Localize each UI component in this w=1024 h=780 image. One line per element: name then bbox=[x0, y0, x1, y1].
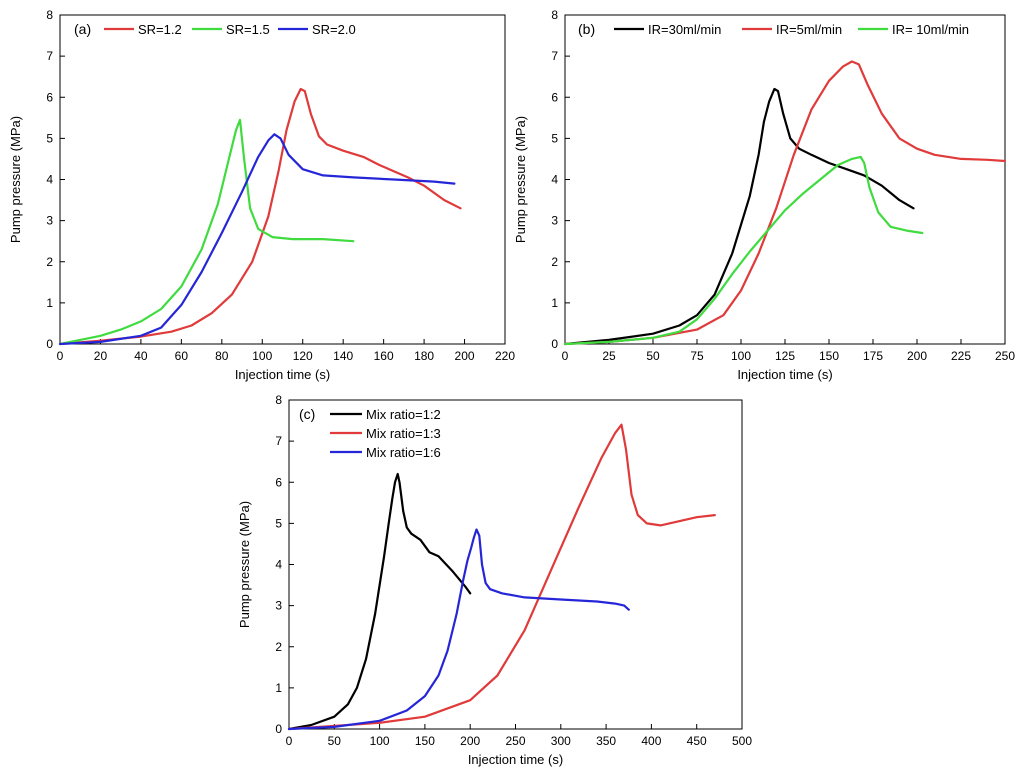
x-tick-label: 50 bbox=[646, 349, 660, 363]
x-tick-label: 100 bbox=[370, 734, 390, 748]
plot-frame bbox=[59, 14, 506, 345]
y-tick-label: 5 bbox=[551, 131, 558, 145]
legend-label-1: IR=30ml/min bbox=[648, 22, 721, 37]
x-tick-label: 40 bbox=[134, 349, 148, 363]
x-tick-label: 200 bbox=[907, 349, 927, 363]
x-tick-label: 100 bbox=[731, 349, 751, 363]
x-tick-label: 220 bbox=[495, 349, 515, 363]
y-tick-label: 0 bbox=[46, 337, 53, 351]
chart-panel-b: 0 25 50 75 100 125 150 175 200 225 250 0 1 2 3 4 5 6 7 8 Inj… bbox=[513, 8, 1015, 382]
x-tick-label: 400 bbox=[641, 734, 661, 748]
legend-label-2: SR=1.5 bbox=[226, 22, 270, 37]
y-tick-label: 3 bbox=[46, 214, 53, 228]
legend-label-2: IR=5ml/min bbox=[776, 22, 842, 37]
x-tick-label: 225 bbox=[951, 349, 971, 363]
y-tick-label: 7 bbox=[46, 49, 53, 63]
legend: SR=1.2 SR=1.5 SR=2.0 bbox=[104, 22, 356, 37]
legend-label-3: Mix ratio=1:6 bbox=[366, 445, 441, 460]
series-line-2 bbox=[287, 423, 716, 731]
x-tick-label: 160 bbox=[374, 349, 394, 363]
y-axis-title: Pump pressure (MPa) bbox=[513, 116, 528, 243]
y-tick-label: 6 bbox=[275, 475, 282, 489]
x-tick-label: 500 bbox=[732, 734, 752, 748]
y-tick-label: 3 bbox=[551, 214, 558, 228]
y-tick-label: 4 bbox=[46, 173, 53, 187]
x-tick-label: 60 bbox=[175, 349, 189, 363]
y-axis-title: Pump pressure (MPa) bbox=[237, 501, 252, 628]
y-tick-label: 1 bbox=[275, 681, 282, 695]
x-axis-title: Injection time (s) bbox=[235, 367, 330, 382]
y-tick-label: 8 bbox=[46, 8, 53, 22]
series-line-1 bbox=[563, 87, 915, 346]
x-axis-title: Injection time (s) bbox=[468, 752, 563, 767]
y-tick-label: 0 bbox=[551, 337, 558, 351]
series-line-3 bbox=[287, 528, 630, 731]
x-tick-label: 100 bbox=[252, 349, 272, 363]
legend-label-3: SR=2.0 bbox=[312, 22, 356, 37]
y-axis-title: Pump pressure (MPa) bbox=[8, 116, 23, 243]
y-tick-label: 8 bbox=[551, 8, 558, 22]
series-line-3 bbox=[563, 155, 924, 346]
panel-label: (a) bbox=[74, 21, 91, 37]
x-tick-label: 140 bbox=[333, 349, 353, 363]
y-tick-label: 1 bbox=[551, 296, 558, 310]
legend-label-1: SR=1.2 bbox=[138, 22, 182, 37]
y-tick-label: 5 bbox=[46, 131, 53, 145]
x-tick-label: 250 bbox=[505, 734, 525, 748]
y-tick-label: 4 bbox=[551, 173, 558, 187]
plot-frame bbox=[288, 399, 743, 730]
y-tick-label: 2 bbox=[275, 640, 282, 654]
legend-label-1: Mix ratio=1:2 bbox=[366, 407, 441, 422]
y-tick-label: 6 bbox=[551, 90, 558, 104]
series-line-1 bbox=[287, 472, 472, 731]
y-tick-label: 1 bbox=[46, 296, 53, 310]
legend: IR=30ml/min IR=5ml/min IR= 10ml/min bbox=[614, 22, 969, 37]
y-tick-label: 7 bbox=[275, 434, 282, 448]
x-tick-label: 120 bbox=[293, 349, 313, 363]
y-tick-label: 3 bbox=[275, 599, 282, 613]
legend-label-3: IR= 10ml/min bbox=[892, 22, 969, 37]
x-tick-label: 0 bbox=[57, 349, 64, 363]
x-tick-label: 80 bbox=[215, 349, 229, 363]
x-tick-label: 450 bbox=[687, 734, 707, 748]
x-tick-label: 350 bbox=[596, 734, 616, 748]
chart-panel-a: 0 20 40 60 80 100 120 140 160 180 200 220 0 1 2 3 4 5 6 7 8 I… bbox=[8, 8, 515, 382]
y-tick-label: 0 bbox=[275, 722, 282, 736]
x-tick-label: 0 bbox=[286, 734, 293, 748]
x-axis-title: Injection time (s) bbox=[737, 367, 832, 382]
y-tick-label: 7 bbox=[551, 49, 558, 63]
x-tick-label: 75 bbox=[690, 349, 704, 363]
panel-label: (b) bbox=[578, 21, 595, 37]
x-tick-label: 20 bbox=[94, 349, 108, 363]
x-tick-label: 25 bbox=[602, 349, 616, 363]
x-tick-label: 125 bbox=[775, 349, 795, 363]
y-tick-label: 2 bbox=[46, 255, 53, 269]
x-tick-label: 175 bbox=[863, 349, 883, 363]
legend-label-2: Mix ratio=1:3 bbox=[366, 426, 441, 441]
y-tick-label: 5 bbox=[275, 516, 282, 530]
panel-label: (c) bbox=[299, 406, 315, 422]
x-tick-label: 50 bbox=[328, 734, 342, 748]
x-tick-label: 250 bbox=[995, 349, 1015, 363]
x-tick-label: 300 bbox=[551, 734, 571, 748]
y-tick-label: 4 bbox=[275, 558, 282, 572]
x-tick-label: 200 bbox=[460, 734, 480, 748]
x-tick-label: 180 bbox=[414, 349, 434, 363]
series-line-1 bbox=[58, 87, 462, 346]
series-line-2 bbox=[58, 118, 355, 346]
y-tick-label: 2 bbox=[551, 255, 558, 269]
series-line-2 bbox=[563, 60, 1007, 346]
y-tick-label: 6 bbox=[46, 90, 53, 104]
series-line-3 bbox=[58, 133, 456, 346]
chart-panel-c: 0 50 100 150 200 250 300 350 400 450 500 0 1 2 3 4 5 6 7 8 I… bbox=[237, 393, 752, 767]
legend: Mix ratio=1:2 Mix ratio=1:3 Mix ratio=1:6 bbox=[330, 407, 441, 460]
x-tick-label: 200 bbox=[455, 349, 475, 363]
x-tick-label: 0 bbox=[562, 349, 569, 363]
x-tick-label: 150 bbox=[415, 734, 435, 748]
x-tick-label: 150 bbox=[819, 349, 839, 363]
y-tick-label: 8 bbox=[275, 393, 282, 407]
